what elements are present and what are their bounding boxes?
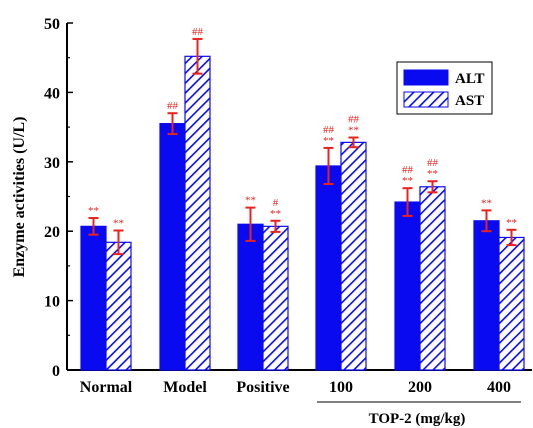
bar-ast (105, 241, 132, 371)
significance-label: ## (427, 157, 439, 169)
legend-swatch-alt (403, 69, 449, 86)
bar-ast (262, 225, 289, 371)
bar-alt (159, 123, 186, 371)
y-tick-label: 10 (44, 294, 60, 311)
significance-label: ** (270, 208, 281, 220)
significance-label: ** (427, 168, 438, 180)
significance-label: ## (402, 164, 414, 176)
plot-area: 0 10 20 30 40 50 Normal Model Positive 100 200 400 *… (44, 16, 532, 396)
y-tick-label: 0 (52, 363, 60, 380)
significance-label: ## (348, 114, 360, 126)
legend-swatch-ast (403, 91, 449, 108)
x-tick-label: Normal (80, 379, 133, 396)
x-tick-label: 400 (487, 379, 511, 396)
significance-label: ** (481, 197, 492, 209)
y-tick-label: 30 (44, 155, 60, 172)
bar-ast (184, 55, 211, 371)
bar-alt (315, 165, 342, 371)
significance-label: ** (323, 135, 334, 147)
significance-label: ** (348, 125, 359, 137)
y-tick-label: 50 (44, 16, 60, 33)
legend-label-ast: AST (455, 93, 484, 109)
bar-ast (498, 236, 525, 371)
bar-alt (473, 220, 500, 371)
x-tick-label: 100 (329, 379, 353, 396)
x-tick-label: Model (163, 379, 207, 396)
significance-label: ** (245, 195, 256, 207)
y-axis-label: Enzyme activities (U/L) (11, 117, 28, 278)
significance-label: ** (88, 205, 99, 217)
bar-ast (340, 141, 367, 371)
significance-label: ** (113, 218, 124, 230)
x-tick-label: 200 (408, 379, 432, 396)
bar-alt (80, 225, 107, 371)
legend-label-alt: ALT (455, 71, 484, 87)
significance-label: ** (506, 217, 517, 229)
bar-alt (237, 223, 264, 371)
legend: ALT AST (396, 61, 493, 115)
significance-label: # (273, 197, 279, 209)
bar-alt (394, 201, 421, 371)
y-tick-label: 40 (44, 85, 60, 102)
x-tick-label: Positive (236, 379, 289, 396)
significance-label: ## (192, 26, 204, 38)
group-label: TOP-2 (mg/kg) (369, 411, 466, 427)
bar-ast (419, 186, 446, 371)
significance-label: ** (402, 175, 413, 187)
significance-label: ## (323, 124, 335, 136)
significance-label: ## (167, 100, 179, 112)
y-tick-label: 20 (44, 224, 60, 241)
